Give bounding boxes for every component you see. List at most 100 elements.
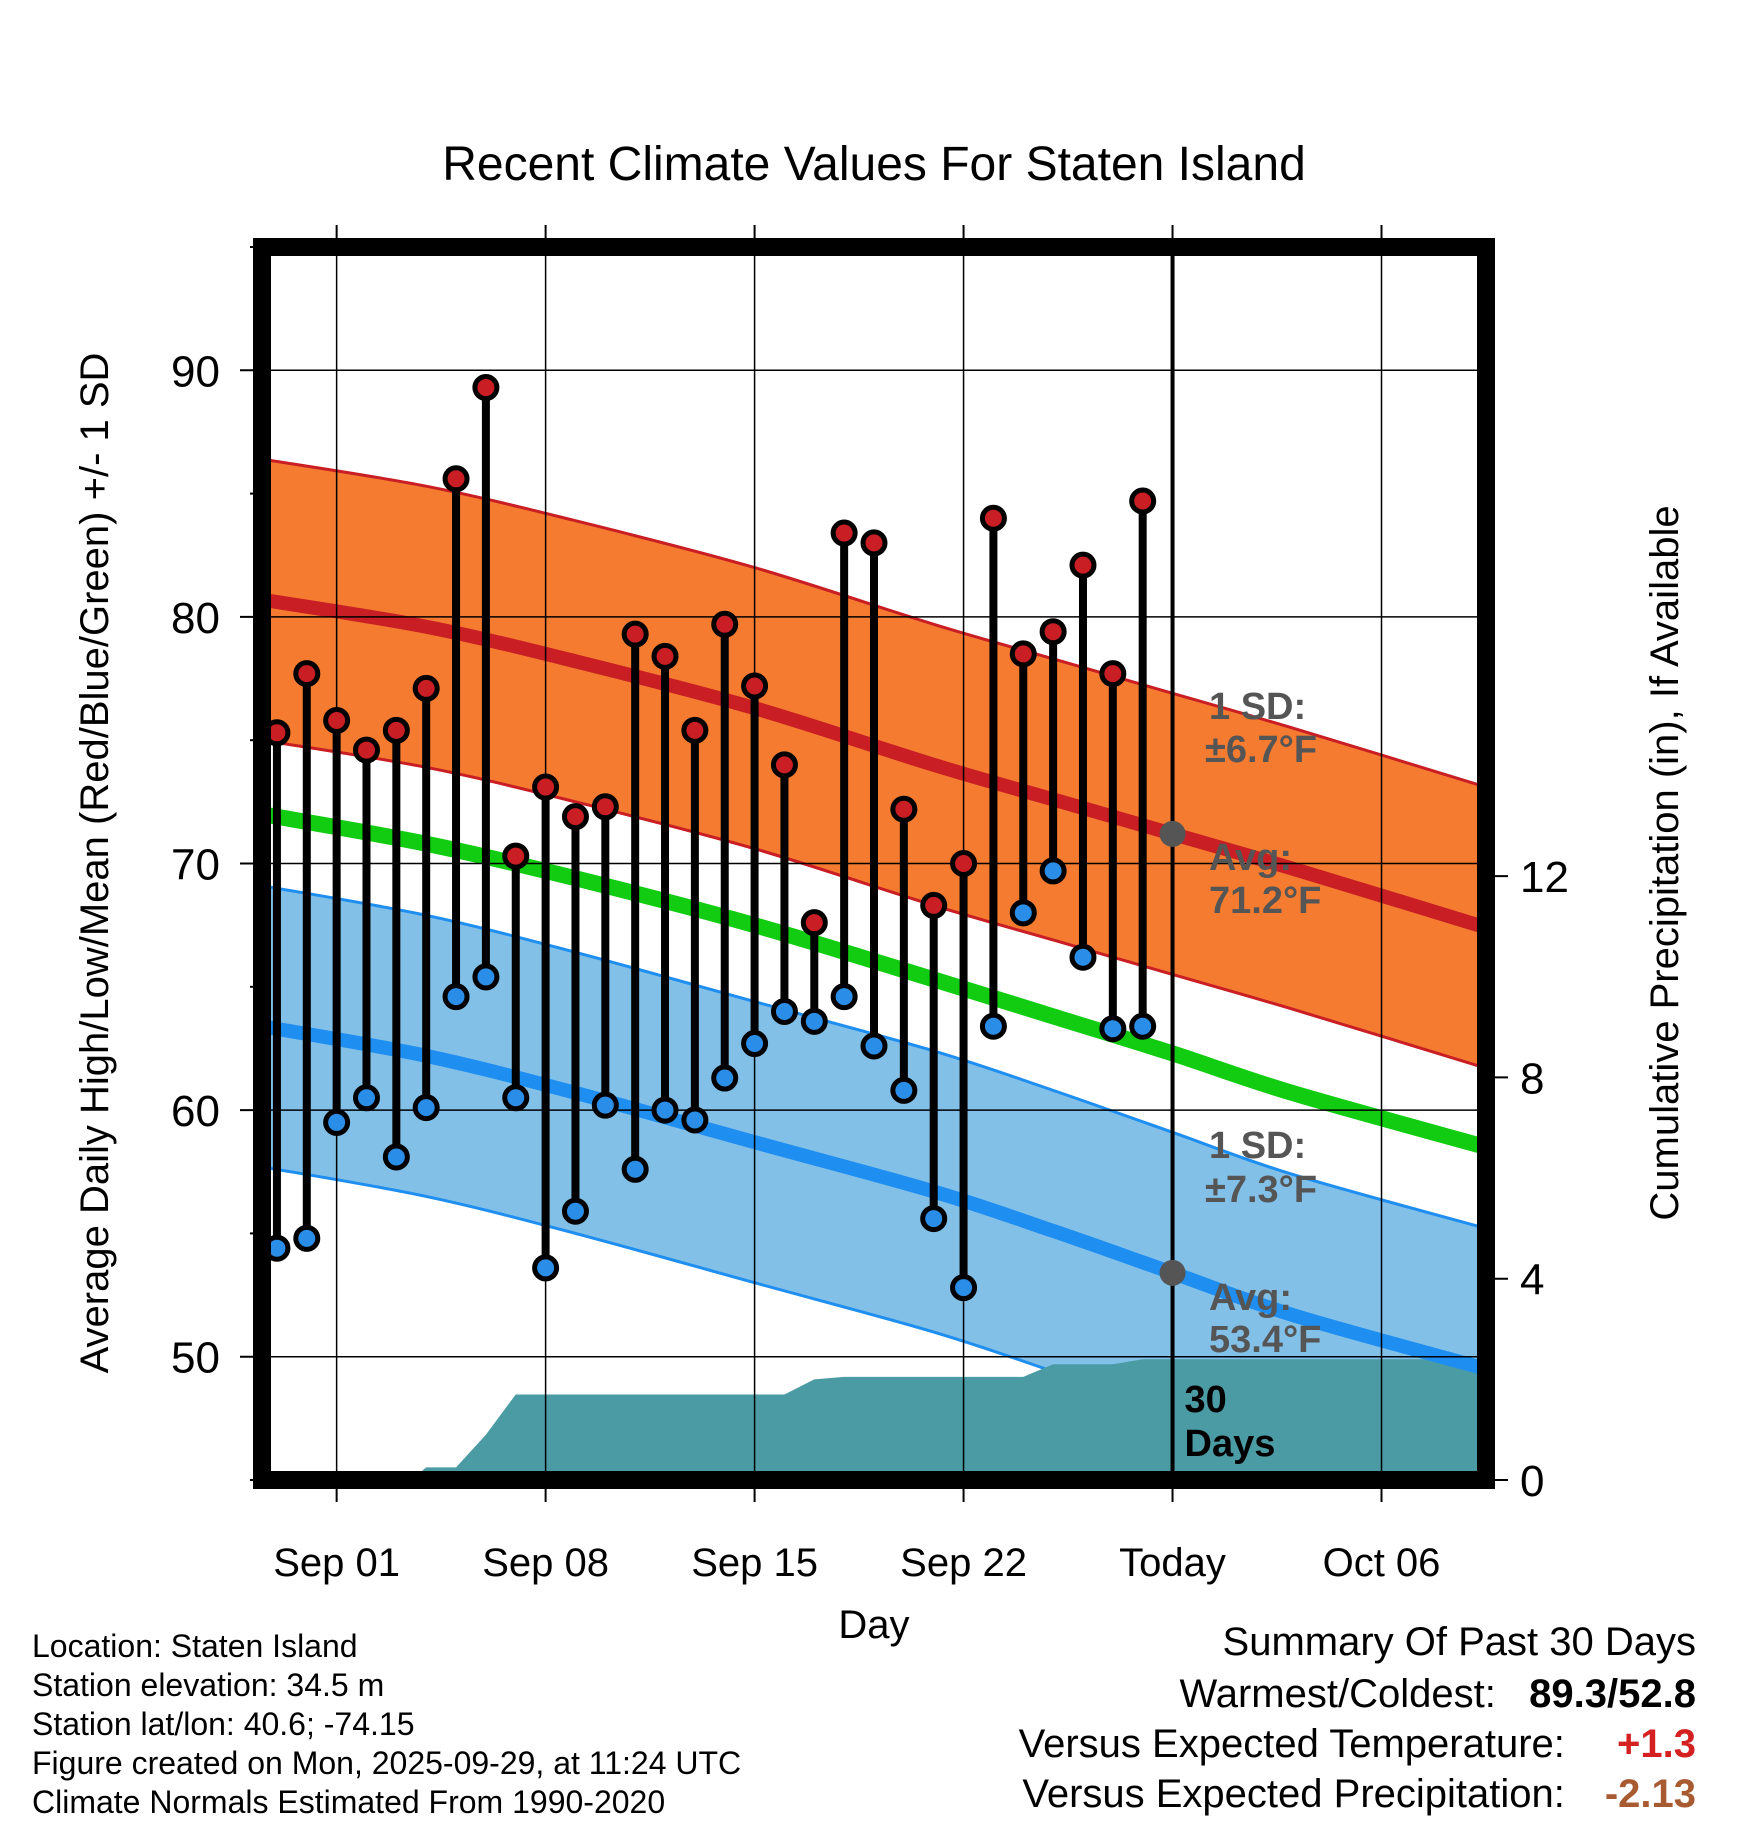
footer-location: Location: Staten Island [32, 1628, 358, 1664]
low-point [1009, 899, 1037, 927]
chart-title: Recent Climate Values For Staten Island [442, 138, 1306, 191]
low-avg-marker [1159, 1259, 1186, 1286]
low-point [293, 1224, 321, 1252]
high-point [920, 891, 948, 919]
low-point [741, 1030, 769, 1058]
low-point [1099, 1015, 1127, 1043]
high-point [860, 529, 888, 557]
footer-elevation: Station elevation: 34.5 m [32, 1667, 385, 1703]
high-point [711, 610, 739, 638]
low-point [472, 963, 500, 991]
low-point [621, 1155, 649, 1183]
low-point [382, 1143, 410, 1171]
summary-warmest-coldest: Warmest/Coldest: 89.3/52.8 [1179, 1672, 1696, 1717]
low-point [800, 1007, 828, 1035]
low-point [502, 1084, 530, 1112]
high-point [323, 706, 351, 734]
summary-temp-label: Versus Expected Temperature: [1018, 1722, 1565, 1766]
high-point [681, 716, 709, 744]
y2-tick-label: 12 [1520, 853, 1569, 902]
low-point [979, 1012, 1007, 1040]
low-point [770, 997, 798, 1025]
today-days-label: Days [1185, 1423, 1276, 1465]
y-tick-label: 70 [171, 841, 220, 890]
summary-coldest: 52.8 [1618, 1672, 1696, 1716]
daily-points [263, 374, 1157, 1302]
low-point [1039, 857, 1067, 885]
low-sd-label: 1 SD: [1209, 1125, 1306, 1167]
low-avg-value: 53.4°F [1209, 1319, 1321, 1361]
y2-axis-label: Cumulative Precipitation (in), If Availa… [1643, 505, 1687, 1220]
low-sd-value: ±7.3°F [1205, 1169, 1317, 1211]
high-point [1069, 551, 1097, 579]
high-point [352, 736, 380, 764]
high-point [1099, 660, 1127, 688]
high-point [651, 642, 679, 670]
low-point [1129, 1012, 1157, 1040]
x-tick-label: Today [1119, 1541, 1226, 1585]
x-tick-label: Sep 01 [273, 1541, 400, 1585]
high-point [532, 773, 560, 801]
high-point [472, 374, 500, 402]
high-avg-label: Avg: [1209, 837, 1292, 879]
high-point [741, 672, 769, 700]
today-days-label: 30 [1185, 1379, 1227, 1421]
x-tick-label: Sep 22 [900, 1541, 1027, 1585]
low-point [352, 1084, 380, 1112]
low-point [1069, 943, 1097, 971]
low-point [651, 1096, 679, 1124]
high-sd-value: ±6.7°F [1205, 729, 1317, 771]
high-avg-marker [1159, 820, 1186, 847]
y2-tick-label: 8 [1520, 1054, 1544, 1103]
summary-precip-value: -2.13 [1604, 1772, 1696, 1816]
high-point [621, 620, 649, 648]
mean-normal-line [262, 806, 1486, 1155]
high-point [979, 504, 1007, 532]
x-tick-label: Sep 15 [691, 1541, 818, 1585]
y-tick-label: 50 [171, 1334, 220, 1383]
x-tick-label: Sep 08 [482, 1541, 609, 1585]
x-tick-label: Oct 06 [1323, 1541, 1441, 1585]
low-point [860, 1032, 888, 1060]
high-point [502, 842, 530, 870]
high-point [830, 519, 858, 547]
low-point [830, 983, 858, 1011]
high-point [382, 716, 410, 744]
precip-area [262, 1359, 1486, 1480]
high-normal-line [262, 592, 1486, 935]
y-tick-label: 60 [171, 1087, 220, 1136]
low-point [950, 1274, 978, 1302]
high-point [890, 795, 918, 823]
high-point [412, 674, 440, 702]
axes: 50 60 70 80 90 0 4 8 12 Sep 01 Sep 08 Sep 15 Sep 22 T… [171, 225, 1569, 1585]
low-normal-line [262, 1019, 1486, 1376]
high-point [293, 660, 321, 688]
footer-normals: Climate Normals Estimated From 1990-2020 [32, 1784, 666, 1820]
summary-precip-label: Versus Expected Precipitation: [1022, 1772, 1565, 1816]
high-point [1039, 618, 1067, 646]
low-point [561, 1197, 589, 1225]
low-point [323, 1108, 351, 1136]
low-point [681, 1106, 709, 1134]
low-point [532, 1254, 560, 1282]
high-avg-value: 71.2°F [1209, 880, 1321, 922]
y-axis-label: Average Daily High/Low/Mean (Red/Blue/Gr… [73, 353, 117, 1374]
high-point [1129, 487, 1157, 515]
high-sd-label: 1 SD: [1209, 686, 1306, 728]
high-point [770, 751, 798, 779]
low-point [412, 1094, 440, 1122]
high-point [950, 850, 978, 877]
annotations: 1 SD: ±6.7°F Avg: 71.2°F 1 SD: ±7.3°F Av… [1205, 686, 1321, 1361]
footer-latlon: Station lat/lon: 40.6; -74.15 [32, 1706, 415, 1742]
low-point [591, 1091, 619, 1119]
low-point [711, 1064, 739, 1092]
summary-temperature: Versus Expected Temperature: +1.3 [1019, 1722, 1696, 1767]
low-point [920, 1205, 948, 1233]
summary-warmest: 89.3 [1529, 1672, 1608, 1716]
y-tick-label: 90 [171, 347, 220, 396]
high-point [442, 465, 470, 493]
footer-created: Figure created on Mon, 2025-09-29, at 11… [32, 1745, 742, 1781]
high-point [1009, 640, 1037, 668]
